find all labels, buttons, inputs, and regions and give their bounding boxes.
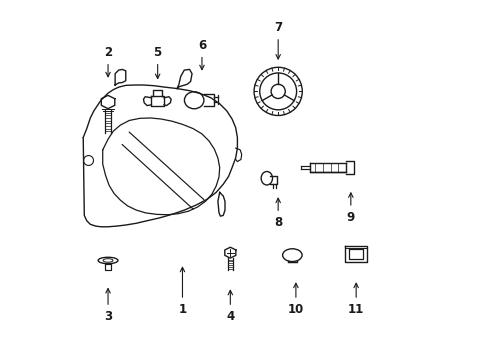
Text: 5: 5 <box>153 46 162 78</box>
Text: 7: 7 <box>274 21 282 59</box>
Text: 9: 9 <box>346 193 354 224</box>
Text: 4: 4 <box>226 291 234 323</box>
Text: 1: 1 <box>178 267 186 316</box>
Text: 10: 10 <box>287 283 304 316</box>
Text: 2: 2 <box>104 46 112 77</box>
Text: 3: 3 <box>104 289 112 323</box>
Text: 11: 11 <box>347 283 364 316</box>
Text: 8: 8 <box>273 198 282 229</box>
Text: 6: 6 <box>198 39 205 69</box>
